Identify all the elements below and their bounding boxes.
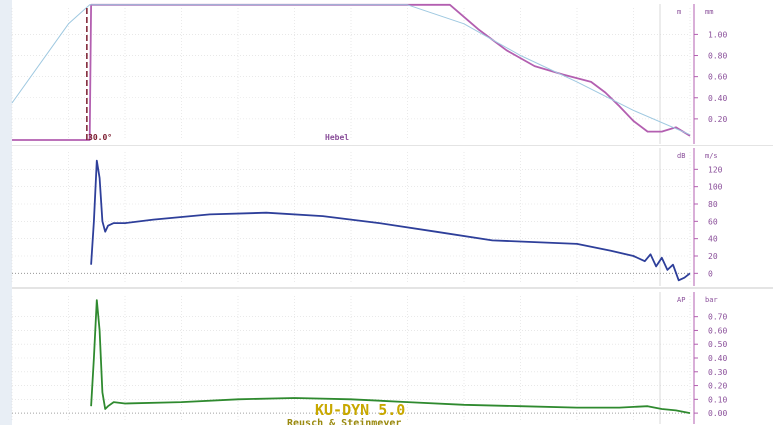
unit-left-label: AP — [677, 296, 685, 304]
unit-right-label: mm — [705, 8, 713, 16]
series-line-velocity — [90, 159, 691, 282]
y-tick-label: 0.60 — [708, 73, 727, 82]
y-tick-label: 20 — [708, 252, 718, 261]
y-tick-label: 1.00 — [708, 30, 727, 39]
annotation-label: Hebel — [325, 133, 349, 142]
y-tick-label: 60 — [708, 217, 718, 226]
series-line-pressure — [90, 299, 691, 414]
reference-curve — [11, 4, 691, 136]
y-tick-label: 0.00 — [708, 409, 727, 418]
y-tick-label: 40 — [708, 235, 718, 244]
panel-pressure: AP bar 0.70 0.60 0.50 0.40 0.30 0.20 0.10 0.00 — [11, 290, 773, 425]
y-tick-label: 0.10 — [708, 395, 727, 404]
y-tick-label: 0.60 — [708, 326, 727, 335]
y-tick-label: 0.30 — [708, 368, 727, 377]
watermark-title: KU-DYN 5.0 — [315, 401, 405, 419]
y-tick-label: 120 — [708, 165, 723, 174]
unit-right-label: m/s — [705, 152, 718, 160]
unit-right-label: bar — [705, 296, 718, 304]
panel-lift: m mm1.000.800.600.400.20 — [11, 2, 773, 147]
y-tick-label: 0 — [708, 269, 713, 278]
panel-background — [12, 146, 773, 288]
unit-left-label: m — [677, 8, 681, 16]
unit-left-label: dB — [677, 152, 685, 160]
y-tick-label: 0.20 — [708, 382, 727, 391]
y-tick-label: 0.40 — [708, 94, 727, 103]
y-tick-label: 0.20 — [708, 115, 727, 124]
y-tick-label: 0.50 — [708, 340, 727, 349]
y-tick-label: 0.80 — [708, 52, 727, 61]
panel-velocity: dB m/s 120 100 80 60 40 20 0 — [11, 146, 773, 289]
y-tick-label: 80 — [708, 200, 718, 209]
panel-background — [12, 2, 773, 146]
y-tick-label: 0.70 — [708, 313, 727, 322]
watermark-subtitle: Reusch & Steinmeyer — [287, 417, 401, 425]
y-tick-label: 0.40 — [708, 354, 727, 363]
y-tick-label: 100 — [708, 183, 723, 192]
annotation-angle: 30.0° — [88, 133, 112, 142]
